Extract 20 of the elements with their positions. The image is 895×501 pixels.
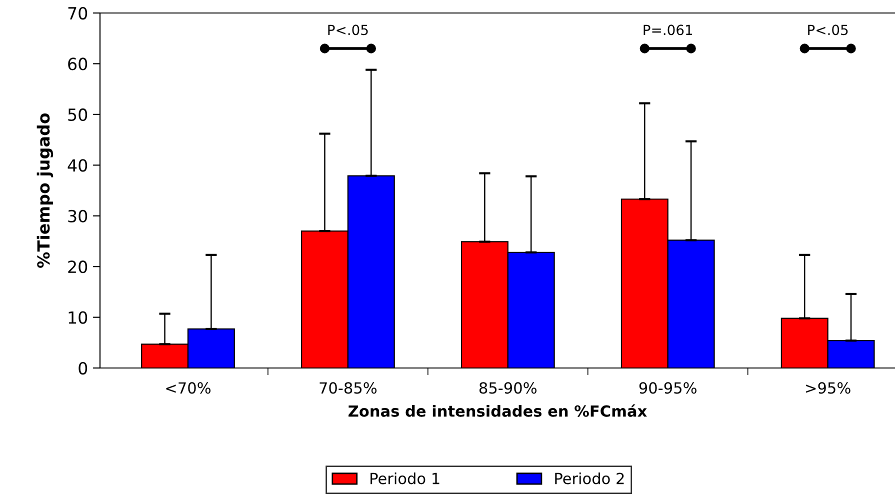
y-tick-label: 40 [68, 159, 88, 172]
legend-label: Periodo 1 [370, 472, 440, 484]
y-tick-label: 50 [68, 108, 88, 121]
x-tick-label: 70-85% [320, 382, 377, 394]
y-tick-label: 20 [68, 260, 88, 274]
x-tick-label: <70% [166, 382, 211, 394]
annotation: P<.05 [328, 24, 368, 36]
x-tick-label: 90-95% [639, 382, 696, 394]
annotation: P=.061 [644, 24, 692, 36]
x-axis-title: Zonas de intensidades en %FCmáx [348, 404, 647, 417]
y-tick-label: 0 [78, 362, 88, 375]
x-tick-label: 85-90% [479, 382, 537, 394]
x-tick-label: >95% [806, 382, 850, 394]
y-tick-label: 10 [68, 311, 88, 324]
y-tick-label: 30 [68, 210, 88, 222]
y-tick-label: 70 [68, 6, 88, 20]
y-tick-label: 60 [68, 58, 88, 70]
annotation: P<.05 [808, 24, 848, 36]
legend-label: Periodo 2 [555, 472, 624, 484]
y-axis-title: %Tiempo jugado [36, 113, 54, 268]
